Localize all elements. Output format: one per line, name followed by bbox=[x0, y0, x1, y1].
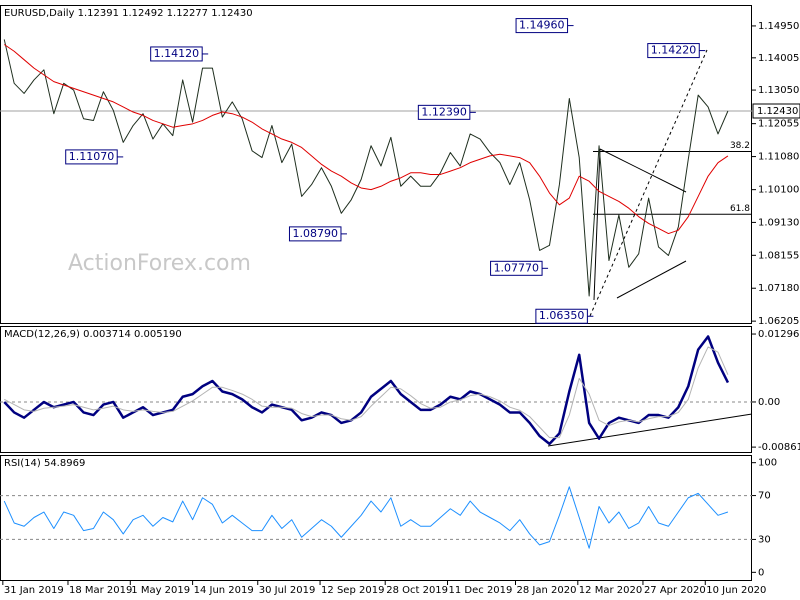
y-tick-label: 100 bbox=[758, 458, 777, 469]
dashed-projection-line bbox=[589, 49, 708, 317]
y-tick-label: 1.08155 bbox=[758, 250, 799, 261]
panel-frame bbox=[0, 455, 752, 581]
last-price-label: 1.12430 bbox=[757, 106, 798, 117]
series-line bbox=[3, 335, 730, 446]
y-tick-label: -0.008616 bbox=[758, 442, 800, 453]
annotation-label: 1.06350 bbox=[539, 309, 585, 322]
price-annotation: 1.11070 bbox=[65, 149, 124, 165]
price-annotation: 1.08790 bbox=[288, 226, 347, 242]
x-tick-label: 18 Mar 2019 bbox=[69, 585, 132, 596]
y-tick-label: 1.10100 bbox=[758, 185, 799, 196]
y-tick-label: 1.11080 bbox=[758, 152, 799, 163]
annotation-label: 1.14120 bbox=[154, 47, 200, 60]
y-tick-label: 0 bbox=[758, 567, 764, 578]
last-price-box bbox=[752, 103, 800, 119]
panel-frame bbox=[0, 326, 752, 453]
triangle-upper-line bbox=[599, 148, 687, 193]
x-tick-label: 1 May 2019 bbox=[131, 585, 190, 596]
annotation-label: 1.14960 bbox=[519, 19, 565, 32]
annotation-label: 1.12390 bbox=[421, 105, 467, 118]
panel-frame bbox=[0, 5, 752, 324]
level-label: 61.8 bbox=[730, 204, 750, 214]
macd-trend-line bbox=[547, 413, 753, 447]
triangle-left-line bbox=[593, 148, 601, 301]
triangle-lower-line bbox=[616, 260, 687, 299]
x-tick-label: 12 Sep 2019 bbox=[321, 585, 384, 596]
price-annotation: 1.14120 bbox=[150, 46, 209, 62]
panel-title: MACD(12,26,9) 0.003714 0.005190 bbox=[4, 329, 182, 340]
panel-title: EURUSD,Daily 1.12391 1.12492 1.12277 1.1… bbox=[4, 8, 253, 19]
watermark: ActionForex.com bbox=[68, 251, 251, 276]
price-annotation: 1.06350 bbox=[535, 308, 594, 324]
x-tick-label: 12 Mar 2020 bbox=[579, 585, 642, 596]
x-tick-label: 27 Apr 2020 bbox=[644, 585, 706, 596]
x-tick-label: 10 Jun 2020 bbox=[706, 585, 766, 596]
annotation-label: 1.11070 bbox=[69, 150, 115, 163]
series-line bbox=[3, 39, 729, 297]
y-tick-label: 0.012967 bbox=[758, 329, 800, 340]
y-tick-label: 0.00 bbox=[758, 397, 780, 408]
annotation-label: 1.14220 bbox=[651, 44, 697, 57]
y-tick-label: 1.14005 bbox=[758, 53, 799, 64]
y-tick-label: 1.12055 bbox=[758, 119, 799, 130]
y-tick-label: 1.09130 bbox=[758, 217, 799, 228]
panel-title: RSI(14) 54.8969 bbox=[4, 458, 85, 469]
series-line bbox=[3, 44, 729, 235]
x-tick-label: 14 Jun 2019 bbox=[194, 585, 254, 596]
y-tick-label: 1.06205 bbox=[758, 316, 799, 327]
annotation-label: 1.07770 bbox=[494, 261, 540, 274]
y-tick-label: 30 bbox=[758, 534, 771, 545]
level-label: 38.2 bbox=[730, 141, 750, 151]
drawn-trend-lines bbox=[547, 49, 753, 447]
y-tick-label: 1.14950 bbox=[758, 21, 799, 32]
series-line bbox=[4, 346, 729, 439]
y-tick-label: 1.13050 bbox=[758, 85, 799, 96]
price-annotation: 1.14960 bbox=[515, 18, 574, 34]
price-annotation: 1.07770 bbox=[490, 260, 549, 276]
x-tick-label: 30 Jul 2019 bbox=[259, 585, 316, 596]
x-tick-label: 11 Dec 2019 bbox=[449, 585, 513, 596]
series-line bbox=[3, 486, 729, 549]
x-tick-label: 28 Oct 2019 bbox=[386, 585, 448, 596]
x-tick-label: 28 Jan 2020 bbox=[516, 585, 576, 596]
price-annotation: 1.14220 bbox=[647, 43, 706, 59]
price-annotation: 1.12390 bbox=[417, 104, 476, 120]
y-tick-label: 70 bbox=[758, 491, 771, 502]
x-tick-label: 31 Jan 2019 bbox=[4, 585, 64, 596]
y-tick-label: 1.07180 bbox=[758, 283, 799, 294]
annotation-label: 1.08790 bbox=[292, 227, 338, 240]
